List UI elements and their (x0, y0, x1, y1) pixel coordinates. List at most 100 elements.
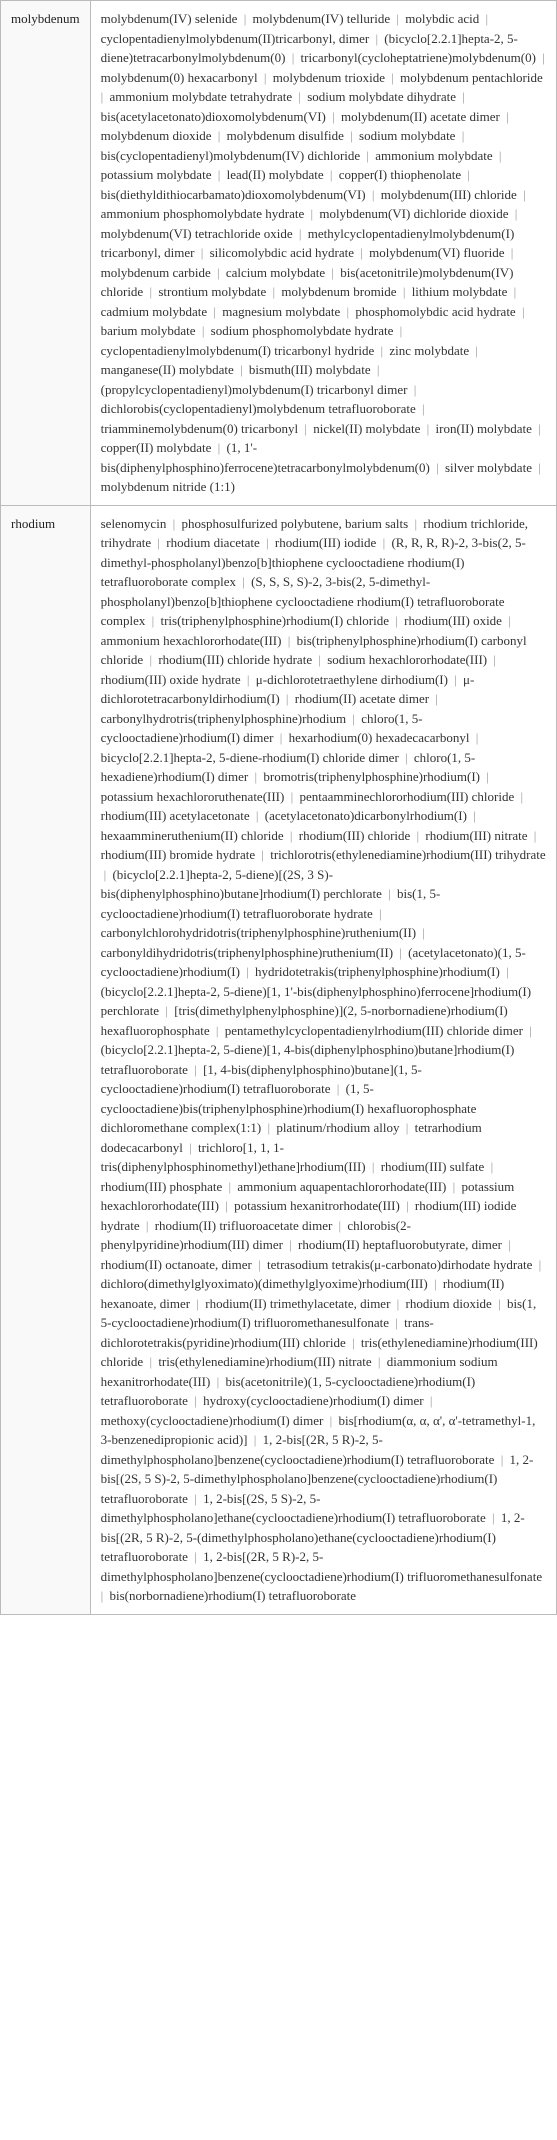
separator: | (261, 1120, 276, 1135)
separator: | (500, 109, 512, 124)
separator: | (456, 89, 468, 104)
separator: | (211, 167, 226, 182)
compound-item: magnesium molybdate (222, 304, 340, 319)
separator: | (393, 945, 408, 960)
compound-item: carbonyldihydridotris(triphenylphosphine… (101, 945, 393, 960)
compound-item: hydroxy(cyclooctadiene)rhodium(I) dimer (203, 1393, 424, 1408)
separator: | (517, 187, 529, 202)
compound-item: (bicyclo[2.2.1]hepta-2, 5-diene)[(2S, 3 … (101, 867, 382, 902)
separator: | (369, 31, 384, 46)
separator: | (159, 1003, 174, 1018)
separator: | (325, 265, 340, 280)
compound-item: hexaammineruthenium(II) chloride (101, 828, 284, 843)
separator: | (484, 1159, 496, 1174)
separator: | (408, 516, 423, 531)
separator: | (284, 828, 299, 843)
separator: | (312, 652, 327, 667)
separator: | (284, 789, 299, 804)
compound-item: dichlorobis(cyclopentadienyl)molybdenum … (101, 401, 416, 416)
compound-item: pentamethylcyclopentadienylrhodium(III) … (225, 1023, 523, 1038)
separator: | (532, 1257, 544, 1272)
compound-item: bis(acetylacetonato)dioxomolybdenum(VI) (101, 109, 326, 124)
separator: | (340, 304, 355, 319)
separator: | (151, 535, 166, 550)
compound-item: sodium molybdate (359, 128, 455, 143)
compound-item: selenomycin (101, 516, 167, 531)
separator: | (188, 1491, 203, 1506)
compound-item: ammonium hexachlororhodate(III) (101, 633, 282, 648)
separator: | (416, 401, 428, 416)
compound-item: molybdenum carbide (101, 265, 211, 280)
separator: | (532, 460, 544, 475)
separator: | (188, 1393, 203, 1408)
separator: | (219, 1198, 234, 1213)
separator: | (260, 535, 275, 550)
separator: | (523, 1023, 535, 1038)
separator: | (188, 1549, 203, 1564)
compound-item: bis(norbornadiene)rhodium(I) tetrafluoro… (109, 1588, 356, 1603)
compound-item: sodium hexachlororhodate(III) (327, 652, 487, 667)
compound-item: molybdenum(III) chloride (381, 187, 517, 202)
compound-item: rhodium(III) phosphate (101, 1179, 223, 1194)
separator: | (393, 323, 405, 338)
compound-item: rhodium(III) acetylacetonate (101, 808, 250, 823)
separator: | (222, 1179, 237, 1194)
compound-item: platinum/rhodium alloy (276, 1120, 399, 1135)
compound-item: calcium molybdate (226, 265, 325, 280)
compound-item: molybdenum(IV) selenide (101, 11, 238, 26)
element-label: molybdenum (1, 1, 91, 506)
separator: | (285, 50, 300, 65)
separator: | (469, 730, 481, 745)
separator: | (516, 304, 528, 319)
separator: | (332, 1218, 347, 1233)
compound-item: iron(II) molybdate (436, 421, 532, 436)
separator: | (241, 672, 256, 687)
separator: | (211, 128, 226, 143)
separator: | (382, 886, 397, 901)
compound-item: molybdenum(II) acetate dimer (341, 109, 500, 124)
compound-item: potassium hexachlororuthenate(III) (101, 789, 285, 804)
separator: | (429, 691, 441, 706)
separator: | (326, 109, 341, 124)
separator: | (210, 1023, 225, 1038)
compound-item: rhodium(II) trimethylacetate, dimer (205, 1296, 390, 1311)
separator: | (420, 421, 435, 436)
compound-item: potassium molybdate (101, 167, 212, 182)
compound-item: hexarhodium(0) hexadecacarbonyl (289, 730, 470, 745)
compound-item: ammonium phosphomolybdate hydrate (101, 206, 305, 221)
separator: | (190, 1296, 205, 1311)
separator: | (293, 226, 308, 241)
compound-item: cadmium molybdate (101, 304, 208, 319)
separator: | (455, 128, 467, 143)
compound-item: phosphosulfurized polybutene, barium sal… (181, 516, 408, 531)
compound-item: molybdenum(VI) tetrachloride oxide (101, 226, 293, 241)
compound-item: bismuth(III) molybdate (249, 362, 371, 377)
compound-item: molybdenum nitride (1:1) (101, 479, 235, 494)
separator: | (448, 672, 463, 687)
compound-item: bis(diethyldithiocarbamato)dioxomolybden… (101, 187, 366, 202)
separator: | (504, 245, 516, 260)
compound-item: ammonium molybdate (375, 148, 492, 163)
separator: | (248, 1432, 263, 1447)
separator: | (416, 925, 428, 940)
separator: | (283, 1237, 298, 1252)
separator: | (354, 245, 369, 260)
compound-list: molybdenum(IV) selenide | molybdenum(IV)… (90, 1, 556, 506)
compound-item: copper(II) molybdate (101, 440, 212, 455)
separator: | (237, 11, 252, 26)
separator: | (280, 691, 295, 706)
table-row: rhodiumselenomycin | phosphosulfurized p… (1, 505, 557, 1614)
compound-item: molybdenum(VI) fluoride (369, 245, 504, 260)
separator: | (331, 1081, 346, 1096)
compound-item: rhodium(III) chloride (299, 828, 411, 843)
separator: | (360, 148, 375, 163)
compound-item: sodium molybdate dihydrate (307, 89, 456, 104)
separator: | (240, 964, 255, 979)
compound-item: tris(ethylenediamine)rhodium(III) nitrat… (158, 1354, 371, 1369)
separator: | (397, 284, 412, 299)
compound-item: sodium phosphomolybdate hydrate (211, 323, 394, 338)
compound-item: (propylcyclopentadienyl)molybdenum(I) tr… (101, 382, 408, 397)
chemical-table: molybdenummolybdenum(IV) selenide | moly… (0, 0, 557, 1615)
separator: | (166, 516, 181, 531)
separator: | (480, 769, 492, 784)
